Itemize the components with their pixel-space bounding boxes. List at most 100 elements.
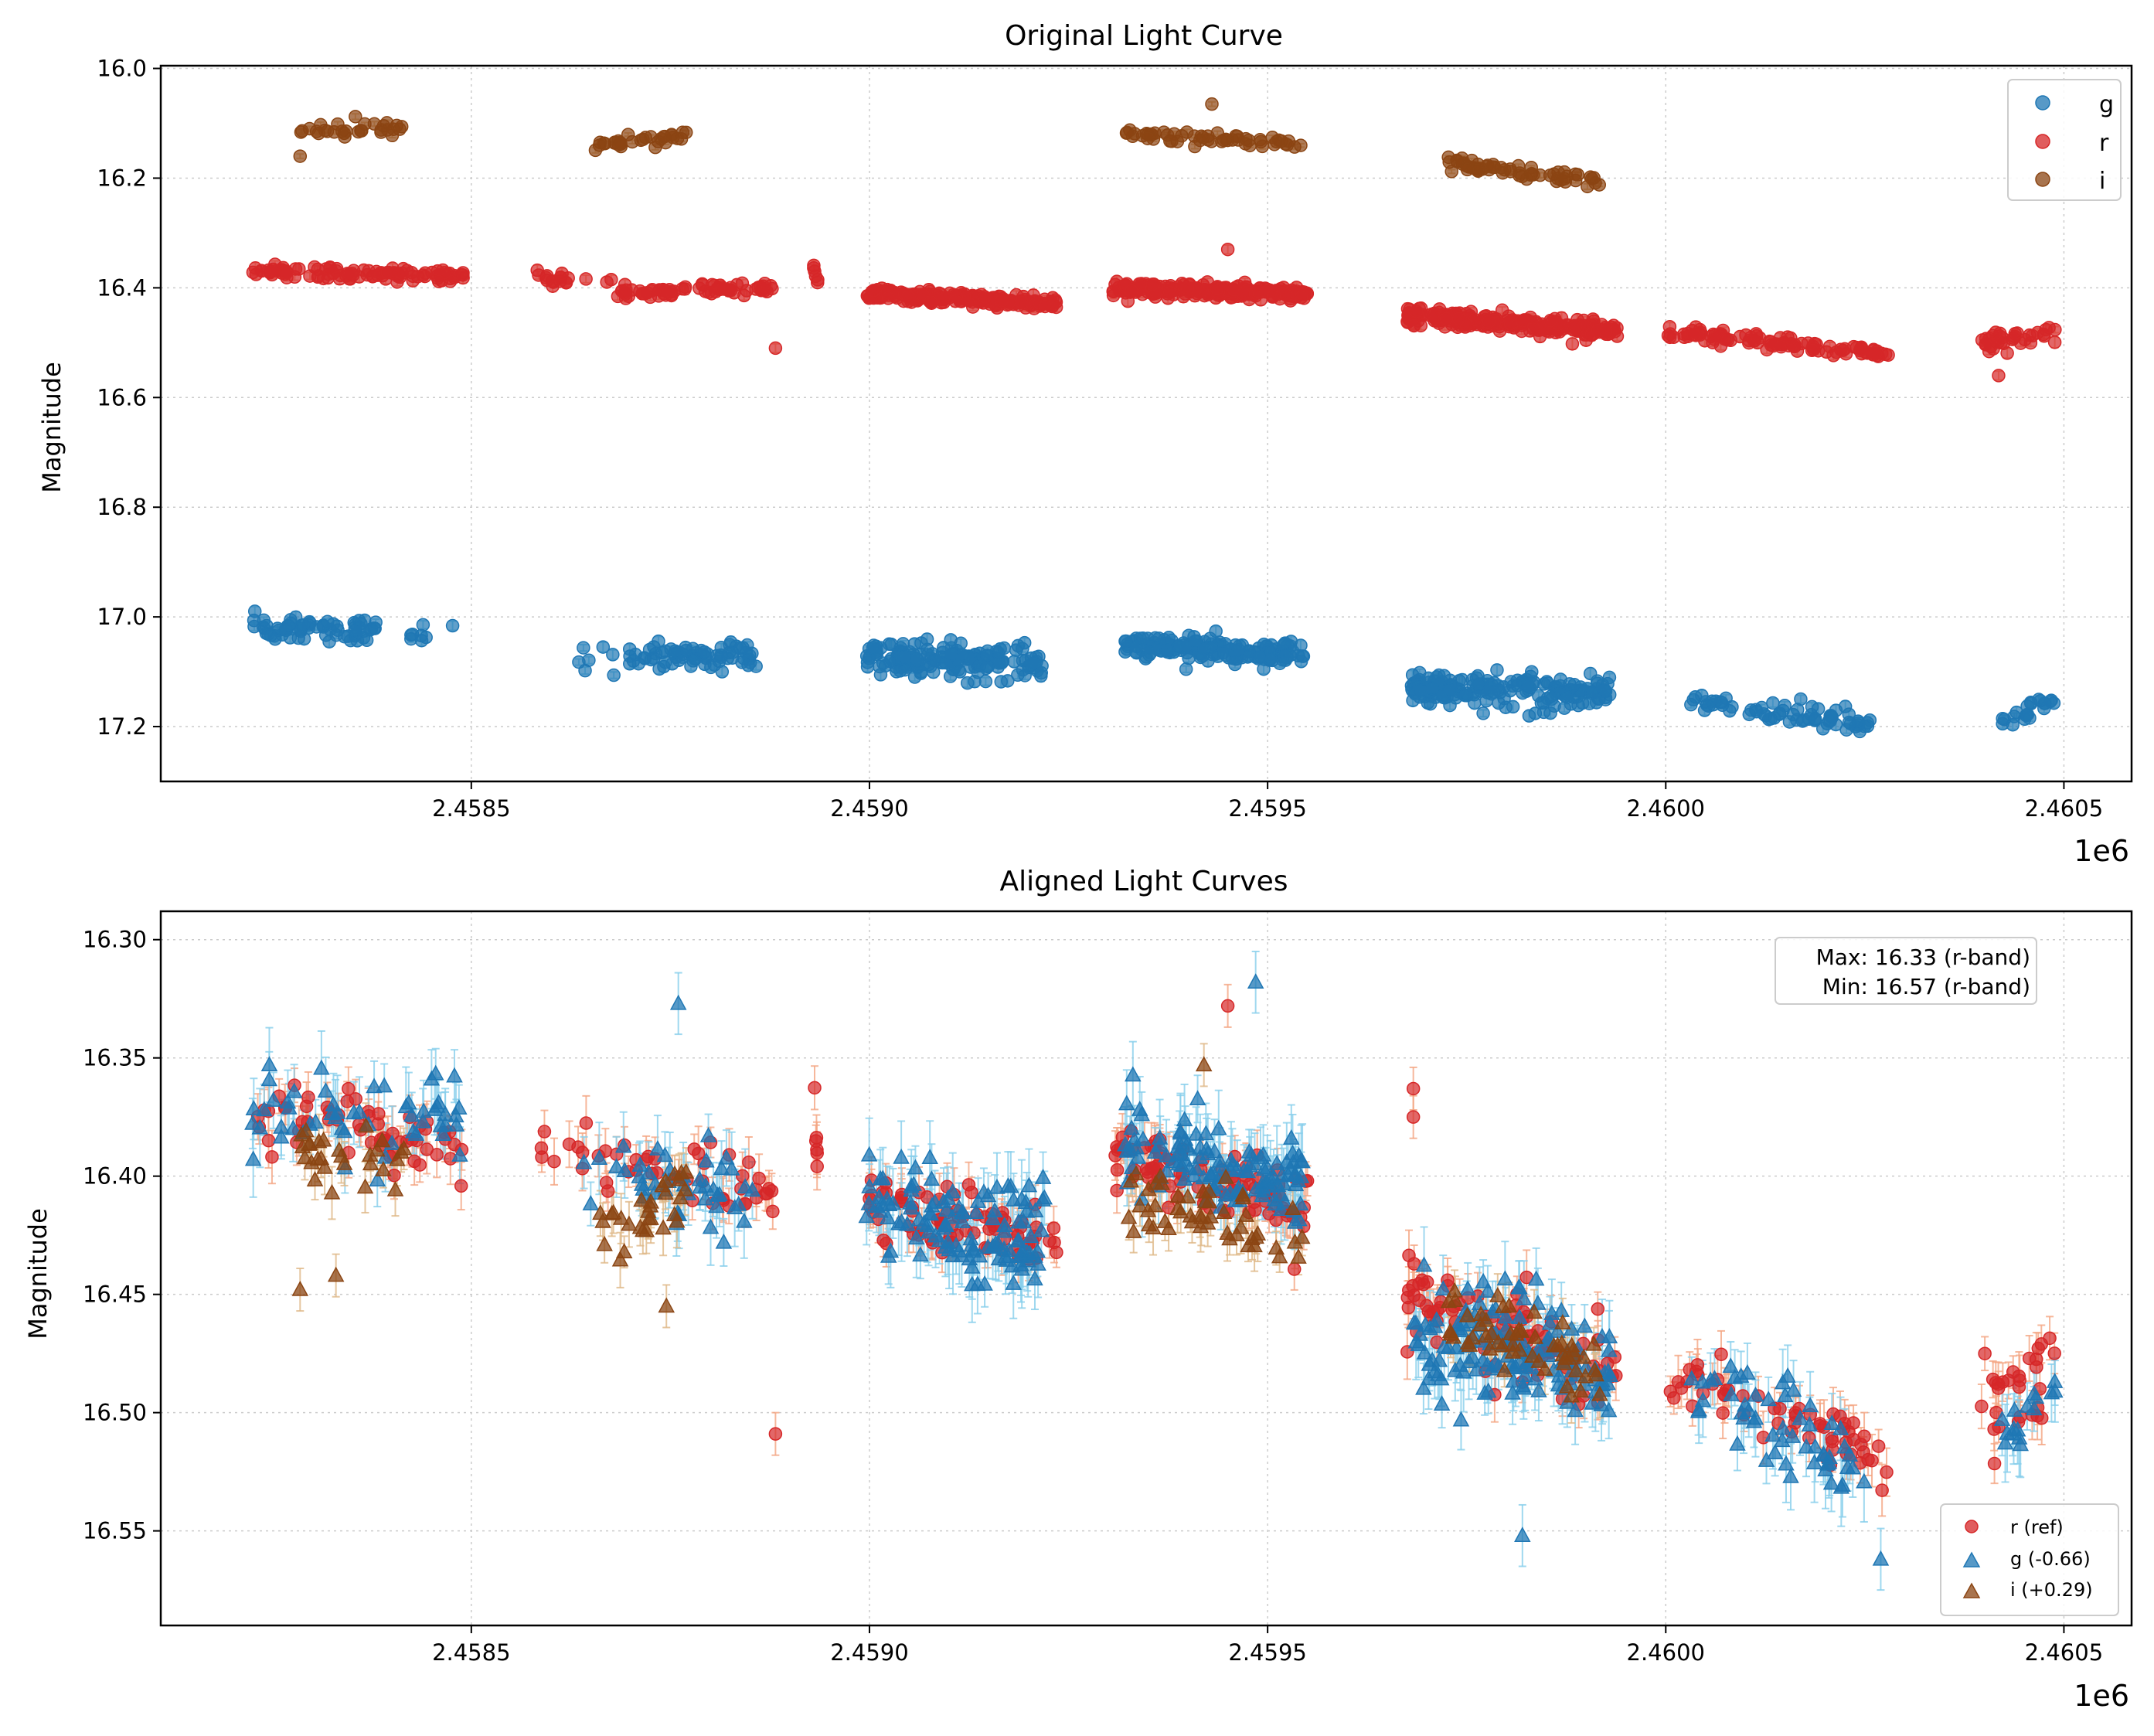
data-point-i xyxy=(1255,139,1270,154)
data-point-r xyxy=(1853,343,1867,358)
data-point-r xyxy=(1049,300,1063,315)
data-point-r xyxy=(1868,347,1883,361)
data-point-i xyxy=(367,117,382,131)
data-point-r xyxy=(292,262,306,276)
data-point-g xyxy=(896,637,910,651)
data-point-r xyxy=(1707,332,1721,346)
data-point-r xyxy=(1795,336,1809,351)
data-point-g xyxy=(697,645,712,659)
data-point-g xyxy=(582,653,596,667)
data-point-g xyxy=(720,651,735,665)
data-point-r xyxy=(638,287,652,301)
data-point-g xyxy=(1159,643,1173,657)
data-point-r xyxy=(280,265,294,280)
data-point-g xyxy=(1278,636,1292,650)
data-point-i xyxy=(1187,129,1202,143)
legend-entry-i: i xyxy=(2035,168,2105,195)
data-point-r xyxy=(1482,315,1496,328)
data-point-g xyxy=(1472,677,1486,691)
data-point-r xyxy=(881,291,896,305)
data-point-g xyxy=(1575,696,1590,710)
data-point-r xyxy=(2047,335,2062,349)
legend-marker-g xyxy=(2035,95,2050,111)
data-point-g xyxy=(1188,634,1203,648)
data-point-i xyxy=(638,131,653,145)
data-point-r xyxy=(254,264,268,277)
data-point-g xyxy=(268,632,282,646)
data-point-g xyxy=(1413,665,1427,680)
data-point-r xyxy=(1295,291,1308,305)
data-point-r xyxy=(1180,281,1195,295)
data-point-g xyxy=(1521,679,1535,693)
data-point-r xyxy=(1543,314,1557,328)
data-point-i xyxy=(592,138,607,152)
data-point-g xyxy=(1808,712,1822,726)
data-point-g xyxy=(405,627,420,642)
data-point-g xyxy=(1537,677,1551,691)
data-point-r xyxy=(1764,335,1778,349)
data-point-r xyxy=(665,284,679,299)
data-point-r xyxy=(978,290,992,304)
data-point-g xyxy=(622,642,637,656)
data-point-i xyxy=(1588,175,1602,190)
data-point-i xyxy=(1217,133,1231,148)
y-tick-label: 16.4 xyxy=(97,274,147,301)
data-point-i xyxy=(349,110,362,124)
data-point-r xyxy=(2000,346,2014,360)
data-point-r xyxy=(579,272,593,286)
data-point-g xyxy=(1598,684,1612,698)
data-point-g xyxy=(1017,635,1032,650)
y-axis-label: Magnitude xyxy=(37,362,66,493)
data-point-g xyxy=(2037,696,2052,710)
data-point-r xyxy=(2030,325,2045,340)
data-point-r xyxy=(1107,284,1121,299)
chart-title: Aligned Light Curves xyxy=(1000,866,1288,897)
data-point-r xyxy=(1989,325,2003,339)
data-point-r xyxy=(1145,277,1159,291)
data-markers xyxy=(246,97,2062,739)
data-point-g xyxy=(883,655,897,669)
data-point-g xyxy=(1699,695,1713,709)
data-point-g xyxy=(741,659,755,672)
data-point-r xyxy=(600,275,614,289)
legend-entry-g: g xyxy=(2035,91,2114,118)
data-point-g xyxy=(1424,681,1439,696)
data-point-g xyxy=(907,637,922,651)
legend-box xyxy=(2007,79,2122,201)
plot-frame xyxy=(159,64,2133,783)
data-point-g xyxy=(890,665,903,679)
data-point-g xyxy=(655,645,669,660)
data-point-i xyxy=(1204,134,1219,148)
data-point-r xyxy=(1266,290,1280,304)
data-point-g xyxy=(1442,682,1456,696)
data-point-r xyxy=(380,265,394,280)
data-point-r xyxy=(1526,322,1540,336)
data-point-i xyxy=(311,126,325,141)
data-point-g xyxy=(1767,711,1781,725)
data-point-g xyxy=(348,624,362,638)
legend-label-i: i xyxy=(2099,168,2105,195)
data-point-g xyxy=(909,651,924,665)
x-tick-label: 2.4590 xyxy=(830,795,908,822)
data-point-r xyxy=(948,294,962,308)
data-point-r xyxy=(1784,331,1798,345)
x-tick-label: 2.4600 xyxy=(1627,795,1705,822)
data-point-g xyxy=(980,659,995,673)
aligned-light-curves-panel: Aligned Light Curves Magnitude 1e6 2.458… xyxy=(23,866,2133,1713)
data-point-g xyxy=(1719,691,1733,706)
data-point-g xyxy=(309,620,324,634)
data-point-g xyxy=(1476,706,1490,720)
data-point-r xyxy=(1279,288,1293,302)
x-axis-offset-label: 1e6 xyxy=(2074,1679,2129,1713)
data-point-g xyxy=(283,631,298,645)
data-point-g xyxy=(320,614,335,629)
data-point-g xyxy=(577,641,590,655)
data-point-g xyxy=(416,618,430,632)
chart-title: Original Light Curve xyxy=(1005,20,1283,52)
data-point-g xyxy=(1997,713,2012,727)
data-point-r xyxy=(342,267,356,281)
data-point-g xyxy=(1536,696,1551,710)
data-point-i xyxy=(1175,128,1189,143)
